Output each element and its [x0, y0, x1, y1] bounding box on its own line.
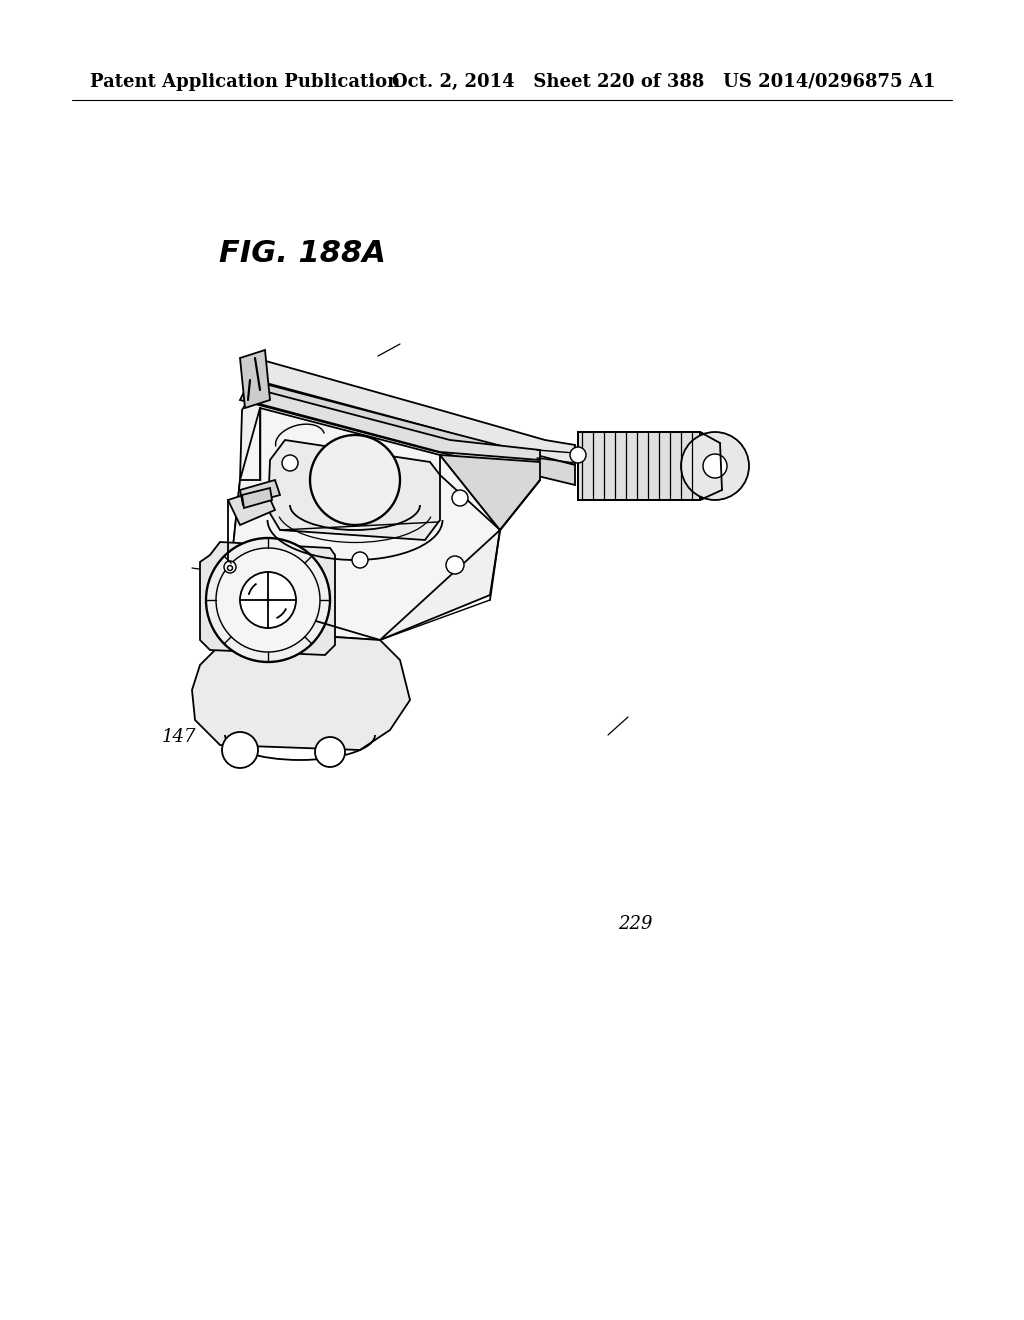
Circle shape [206, 539, 330, 663]
Circle shape [282, 455, 298, 471]
Text: 147: 147 [162, 727, 197, 746]
Text: 259: 259 [400, 424, 435, 442]
Polygon shape [240, 350, 270, 408]
Circle shape [570, 447, 586, 463]
Circle shape [224, 561, 236, 573]
Polygon shape [228, 400, 540, 649]
Polygon shape [240, 380, 575, 484]
Circle shape [315, 737, 345, 767]
Polygon shape [440, 455, 540, 531]
Circle shape [452, 490, 468, 506]
Circle shape [216, 548, 319, 652]
Circle shape [352, 552, 368, 568]
Polygon shape [245, 358, 575, 465]
Circle shape [681, 432, 749, 500]
Polygon shape [268, 440, 440, 540]
Text: 229: 229 [617, 915, 652, 933]
Polygon shape [578, 432, 700, 500]
Circle shape [222, 733, 258, 768]
Circle shape [703, 454, 727, 478]
Circle shape [227, 565, 232, 570]
Circle shape [310, 436, 400, 525]
Polygon shape [248, 389, 540, 459]
Circle shape [240, 572, 296, 628]
Polygon shape [242, 488, 272, 508]
Text: FIG. 188A: FIG. 188A [219, 239, 385, 268]
Polygon shape [228, 488, 275, 525]
Circle shape [446, 556, 464, 574]
Polygon shape [700, 432, 722, 500]
Polygon shape [228, 408, 500, 640]
Polygon shape [193, 630, 410, 750]
Polygon shape [240, 480, 280, 506]
Text: Oct. 2, 2014   Sheet 220 of 388   US 2014/0296875 A1: Oct. 2, 2014 Sheet 220 of 388 US 2014/02… [391, 73, 935, 91]
Polygon shape [200, 543, 335, 655]
Text: Patent Application Publication: Patent Application Publication [90, 73, 400, 91]
